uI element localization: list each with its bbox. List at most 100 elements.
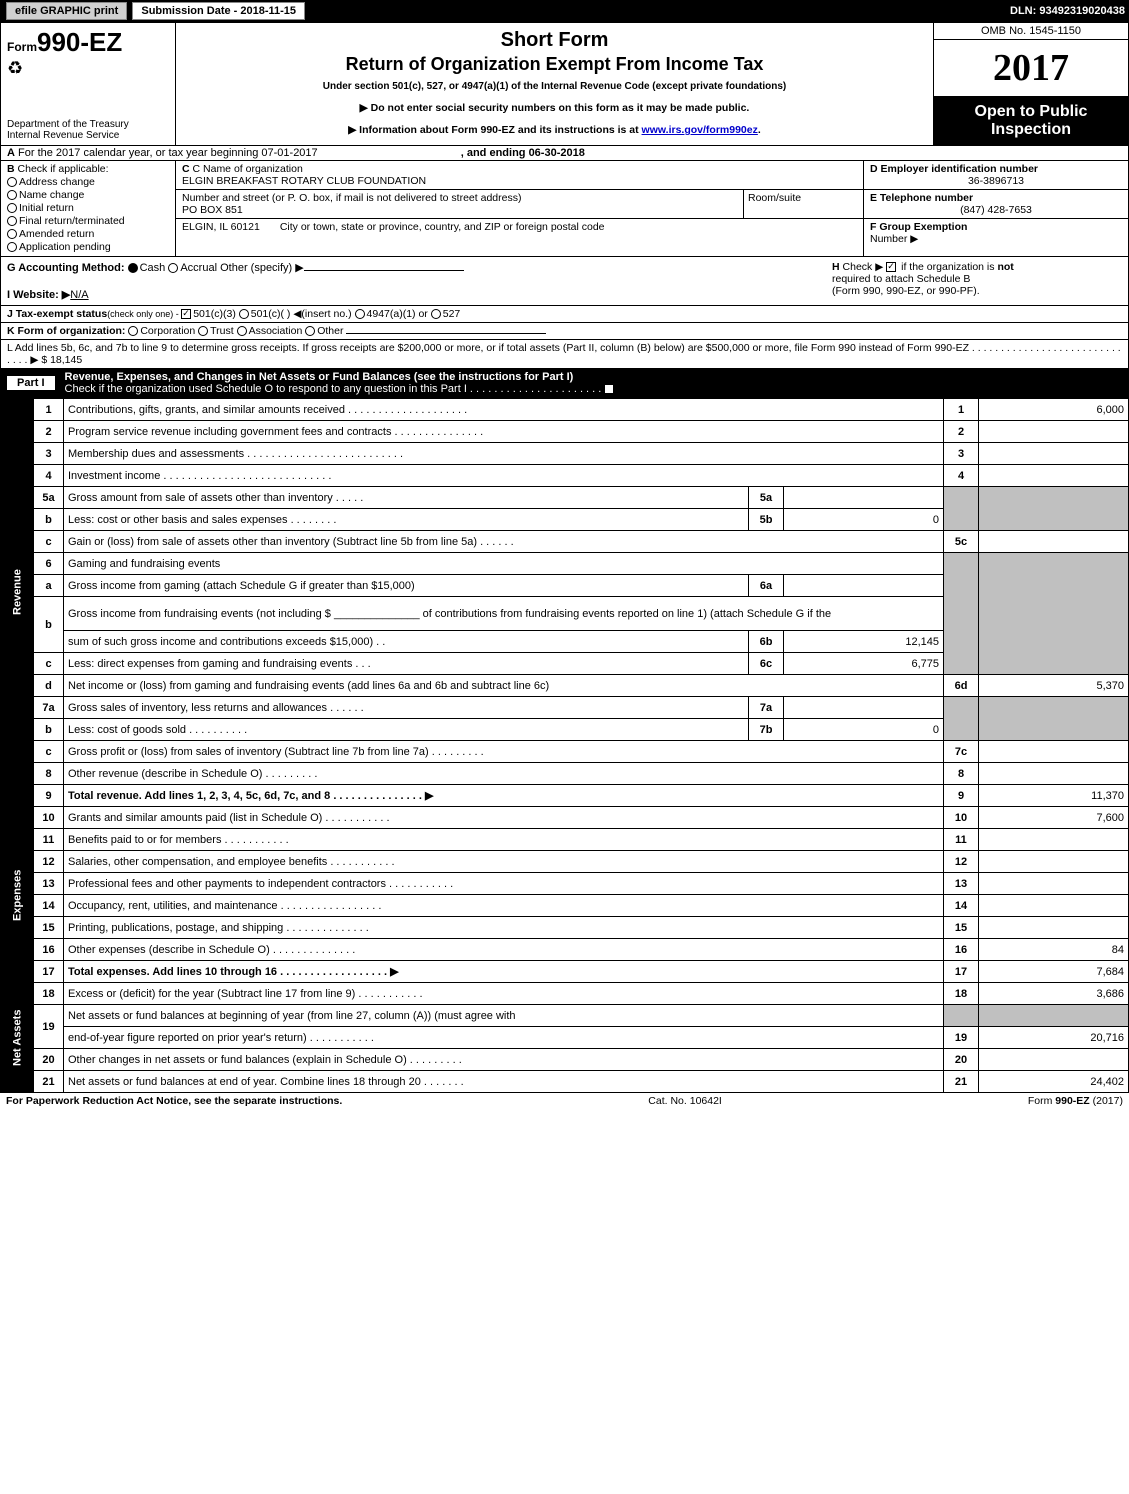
line-4: 4 Investment income . . . . . . . . . . … [1,465,1129,487]
line-6d: d Net income or (loss) from gaming and f… [1,675,1129,697]
ln19-txt: Net assets or fund balances at beginning… [64,1005,944,1027]
ln10-txt: Grants and similar amounts paid (list in… [64,807,944,829]
ln19b-rn: 19 [944,1027,979,1049]
ln17-txt-b: Total expenses. Add lines 10 through 16 … [68,966,399,978]
ln2-rv [979,421,1129,443]
line-6: 6 Gaming and fundraising events [1,553,1129,575]
chk-schedule-o-icon[interactable] [604,384,614,394]
ln18-txt: Excess or (deficit) for the year (Subtra… [64,983,944,1005]
row-l: L Add lines 5b, 6c, and 7b to line 9 to … [0,340,1129,369]
final-return-label: Final return/terminated [19,215,125,227]
part-1-sub: Check if the organization used Schedule … [65,383,605,395]
radio-corp-icon[interactable] [128,326,138,336]
ln6c-mv: 6,775 [784,653,944,675]
title-short-form: Short Form [184,29,925,52]
radio-icon [7,216,17,226]
line-14: 14 Occupancy, rent, utilities, and maint… [1,895,1129,917]
radio-cash-icon[interactable] [128,263,138,273]
footer-right-post: (2017) [1090,1095,1123,1107]
street-col: Number and street (or P. O. box, if mail… [182,192,743,216]
ln7b-mn: 7b [749,719,784,741]
ln17-txt: Total expenses. Add lines 10 through 16 … [64,961,944,983]
ln6a-mv [784,575,944,597]
grey-5ab-v [979,487,1129,531]
radio-assoc-icon[interactable] [237,326,247,336]
j-501c: 501(c)( ) ◀(insert no.) [251,308,352,320]
l-text: L Add lines 5b, 6c, and 7b to line 9 to … [7,342,1121,366]
ln16-txt: Other expenses (describe in Schedule O) … [64,939,944,961]
ln2-rn: 2 [944,421,979,443]
ln18-rv: 3,686 [979,983,1129,1005]
ln1-rv: 6,000 [979,399,1129,421]
name-change-label: Name change [19,189,84,201]
ln12-txt: Salaries, other compensation, and employ… [64,851,944,873]
radio-trust-icon[interactable] [198,326,208,336]
line-19a: 19 Net assets or fund balances at beginn… [1,1005,1129,1027]
grey-7 [944,697,979,741]
k-corp: Corporation [140,325,195,337]
print-button[interactable]: efile GRAPHIC print [6,2,127,20]
cb-name[interactable]: Name change [7,189,169,201]
ln5b-mv: 0 [784,509,944,531]
cb-initial[interactable]: Initial return [7,202,169,214]
line-7a: 7a Gross sales of inventory, less return… [1,697,1129,719]
radio-other-icon[interactable] [305,326,315,336]
ln3-no: 3 [34,443,64,465]
amended-label: Amended return [19,228,94,240]
ln5a-no: 5a [34,487,64,509]
radio-4947-icon[interactable] [355,309,365,319]
radio-icon [7,177,17,187]
j-4947: 4947(a)(1) or [367,308,428,320]
ln5b-no: b [34,509,64,531]
line-15: 15 Printing, publications, postage, and … [1,917,1129,939]
ln17-rn: 17 [944,961,979,983]
irs-link[interactable]: www.irs.gov/form990ez [642,124,758,136]
line-17: 17 Total expenses. Add lines 10 through … [1,961,1129,983]
pending-label: Application pending [19,241,111,253]
gh-left: G Accounting Method: Cash Accrual Other … [7,261,832,301]
header-left-col: Form990-EZ ♻ Department of the Treasury … [1,23,176,145]
ln13-no: 13 [34,873,64,895]
grey-5ab [944,487,979,531]
ln2-txt: Program service revenue including govern… [64,421,944,443]
radio-accrual-icon[interactable] [168,263,178,273]
arrow-note2: ▶ Information about Form 990-EZ and its … [184,124,925,136]
ln19b-txt: end-of-year figure reported on prior yea… [64,1027,944,1049]
i-value: N/A [70,289,88,301]
ln15-rv [979,917,1129,939]
ln11-no: 11 [34,829,64,851]
ln5c-txt: Gain or (loss) from sale of assets other… [64,531,944,553]
other-specify-label: Other (specify) ▶ [220,262,304,274]
j-527: 527 [443,308,461,320]
header-right-col: OMB No. 1545-1150 2017 Open to Public In… [933,23,1128,145]
ln5a-txt: Gross amount from sale of assets other t… [64,487,749,509]
ln4-rv [979,465,1129,487]
line-8: 8 Other revenue (describe in Schedule O)… [1,763,1129,785]
k-other-line [346,333,546,334]
ln7a-mn: 7a [749,697,784,719]
line-5c: c Gain or (loss) from sale of assets oth… [1,531,1129,553]
cb-address[interactable]: Address change [7,176,169,188]
radio-501c-icon[interactable] [239,309,249,319]
cb-final[interactable]: Final return/terminated [7,215,169,227]
ln6-txt: Gaming and fundraising events [64,553,944,575]
radio-icon [7,203,17,213]
recycle-icon: ♻ [7,58,169,79]
cb-pending[interactable]: Application pending [7,241,169,253]
ln13-rn: 13 [944,873,979,895]
row-h: H Check ▶ if the organization is not req… [832,261,1122,301]
ln8-rv [979,763,1129,785]
radio-527-icon[interactable] [431,309,441,319]
cb-amended[interactable]: Amended return [7,228,169,240]
ln18-no: 18 [34,983,64,1005]
k-other: Other [317,325,343,337]
ln16-rn: 16 [944,939,979,961]
ln7c-txt: Gross profit or (loss) from sales of inv… [64,741,944,763]
checkbox-h-icon[interactable] [886,262,896,272]
title-return: Return of Organization Exempt From Incom… [184,54,925,75]
chk-501c3-icon[interactable] [181,309,191,319]
form-number: Form990-EZ [7,27,169,58]
radio-icon [7,190,17,200]
room-col: Room/suite [743,190,863,218]
topbar-left: efile GRAPHIC print Submission Date - 20… [4,2,305,20]
